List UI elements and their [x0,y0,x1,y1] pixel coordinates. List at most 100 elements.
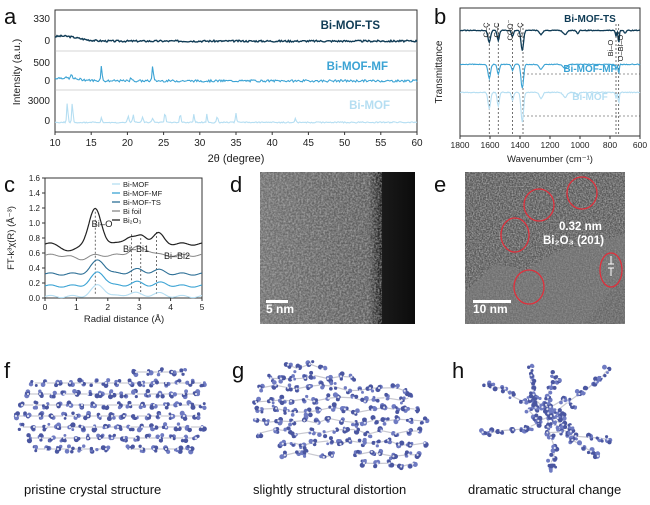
structure-atom [296,367,299,370]
structure-atom [134,392,138,396]
structure-atom [258,433,264,439]
structure-atom [123,394,127,398]
structure-atom [178,402,183,406]
exafs-xtick-label: 4 [168,302,173,312]
structure-atom [589,450,593,453]
exafs-chart: 0.0 0.2 0.4 0.6 0.8 1.0 1.2 1.4 1.6 0 1 2 3 4 5 FT-k³… [6,174,205,325]
structure-atom [134,370,138,374]
structure-atom [125,444,130,449]
structure-atom [182,392,186,396]
hrtem-ring-2 [566,176,598,210]
structure-atom [606,371,609,374]
structure-atom [408,464,413,469]
structure-atom [536,407,540,411]
structure-atom [595,436,599,440]
structure-atom [542,409,548,414]
structure-atom [164,425,168,429]
structure-atom [395,383,400,388]
xrd-ytick-mof-zero: 0 [44,116,50,127]
structure-atom [370,389,375,393]
ftir-band-label: C–C [515,22,524,38]
structure-atom [38,436,42,440]
structure-atom [32,403,36,407]
structure-atom [606,368,609,372]
structure-atom [199,384,203,388]
hrtem-scale-bar-e [473,300,511,303]
structure-atom [34,449,38,453]
exafs-series-bi-mof-ts [44,259,203,276]
structure-atom [154,449,158,453]
structure-atom [63,416,67,420]
structure-atom [26,433,31,438]
ftir-band-label: Bi–O [606,40,615,57]
structure-atom [117,405,122,410]
structure-atom [301,398,305,402]
structure-atom [508,396,512,400]
structure-atom [283,406,288,411]
structure-atom [102,426,106,430]
structure-atom [38,414,42,418]
structure-atom [32,405,37,410]
structure-atom [330,439,334,444]
structure-atom [386,417,390,421]
exafs-ytick-label: 1.0 [29,219,41,228]
structure-atom [343,408,346,411]
structure-atom [283,454,286,457]
structure-atom [278,441,284,447]
structure-atom [110,392,114,396]
structure-atom [553,446,556,450]
structure-atom [547,427,551,431]
structure-atom [112,433,116,437]
exafs-ytick-label: 0.4 [29,264,41,273]
structure-atom [59,380,63,383]
structure-atom [32,381,36,385]
structure-atom [534,417,537,420]
structure-atom [134,414,138,418]
structure-atom [551,433,556,438]
structure-atom [294,410,297,414]
structure-atom [423,441,426,445]
structure-atom [389,462,395,468]
structure-atom [56,403,60,407]
structure-atom [361,439,367,446]
structure-atom [279,454,285,460]
structure-atom [104,449,108,453]
structure-atom [524,427,527,430]
structure-atom [41,404,45,408]
structure-atom [62,414,66,418]
structure-atom [122,392,126,396]
structure-atom [293,370,297,374]
structure-atom [562,398,565,401]
structure-atom [68,447,72,451]
stem-scale-label-d: 5 nm [266,302,295,316]
structure-atom [63,433,67,437]
structure-atom [104,425,108,429]
structure-atom [122,414,126,418]
structure-atom [531,378,537,384]
structure-atom [308,412,313,418]
structure-atom [414,407,417,411]
structure-atom [259,407,264,412]
xrd-chart: 330 0 500 0 3000 0 Intensity (a.u.) 10 15… [11,9,423,165]
structure-atom [375,444,379,448]
structure-atom [291,443,295,447]
exafs-ytick-label: 0.0 [29,294,41,303]
structure-atom [379,449,384,453]
structure-atom [189,446,195,452]
structure-atom [257,432,261,435]
structure-atom [531,402,537,408]
structure-atom [353,421,356,424]
panel-label-h: h [452,358,465,383]
exafs-legend-entry: Bi foil [123,207,142,216]
structure-atom [549,452,554,457]
ftir-band-label: C–C [482,22,491,38]
structure-atom [345,427,351,432]
hrtem-texture [465,172,625,324]
structure-atom [78,424,82,428]
structure-bond [258,428,276,434]
structure-atom [383,406,386,409]
structure-atom [409,451,413,455]
structure-atom [546,425,549,428]
structure-atom [50,392,54,396]
xrd-ylabel: Intensity (a.u.) [11,39,23,106]
